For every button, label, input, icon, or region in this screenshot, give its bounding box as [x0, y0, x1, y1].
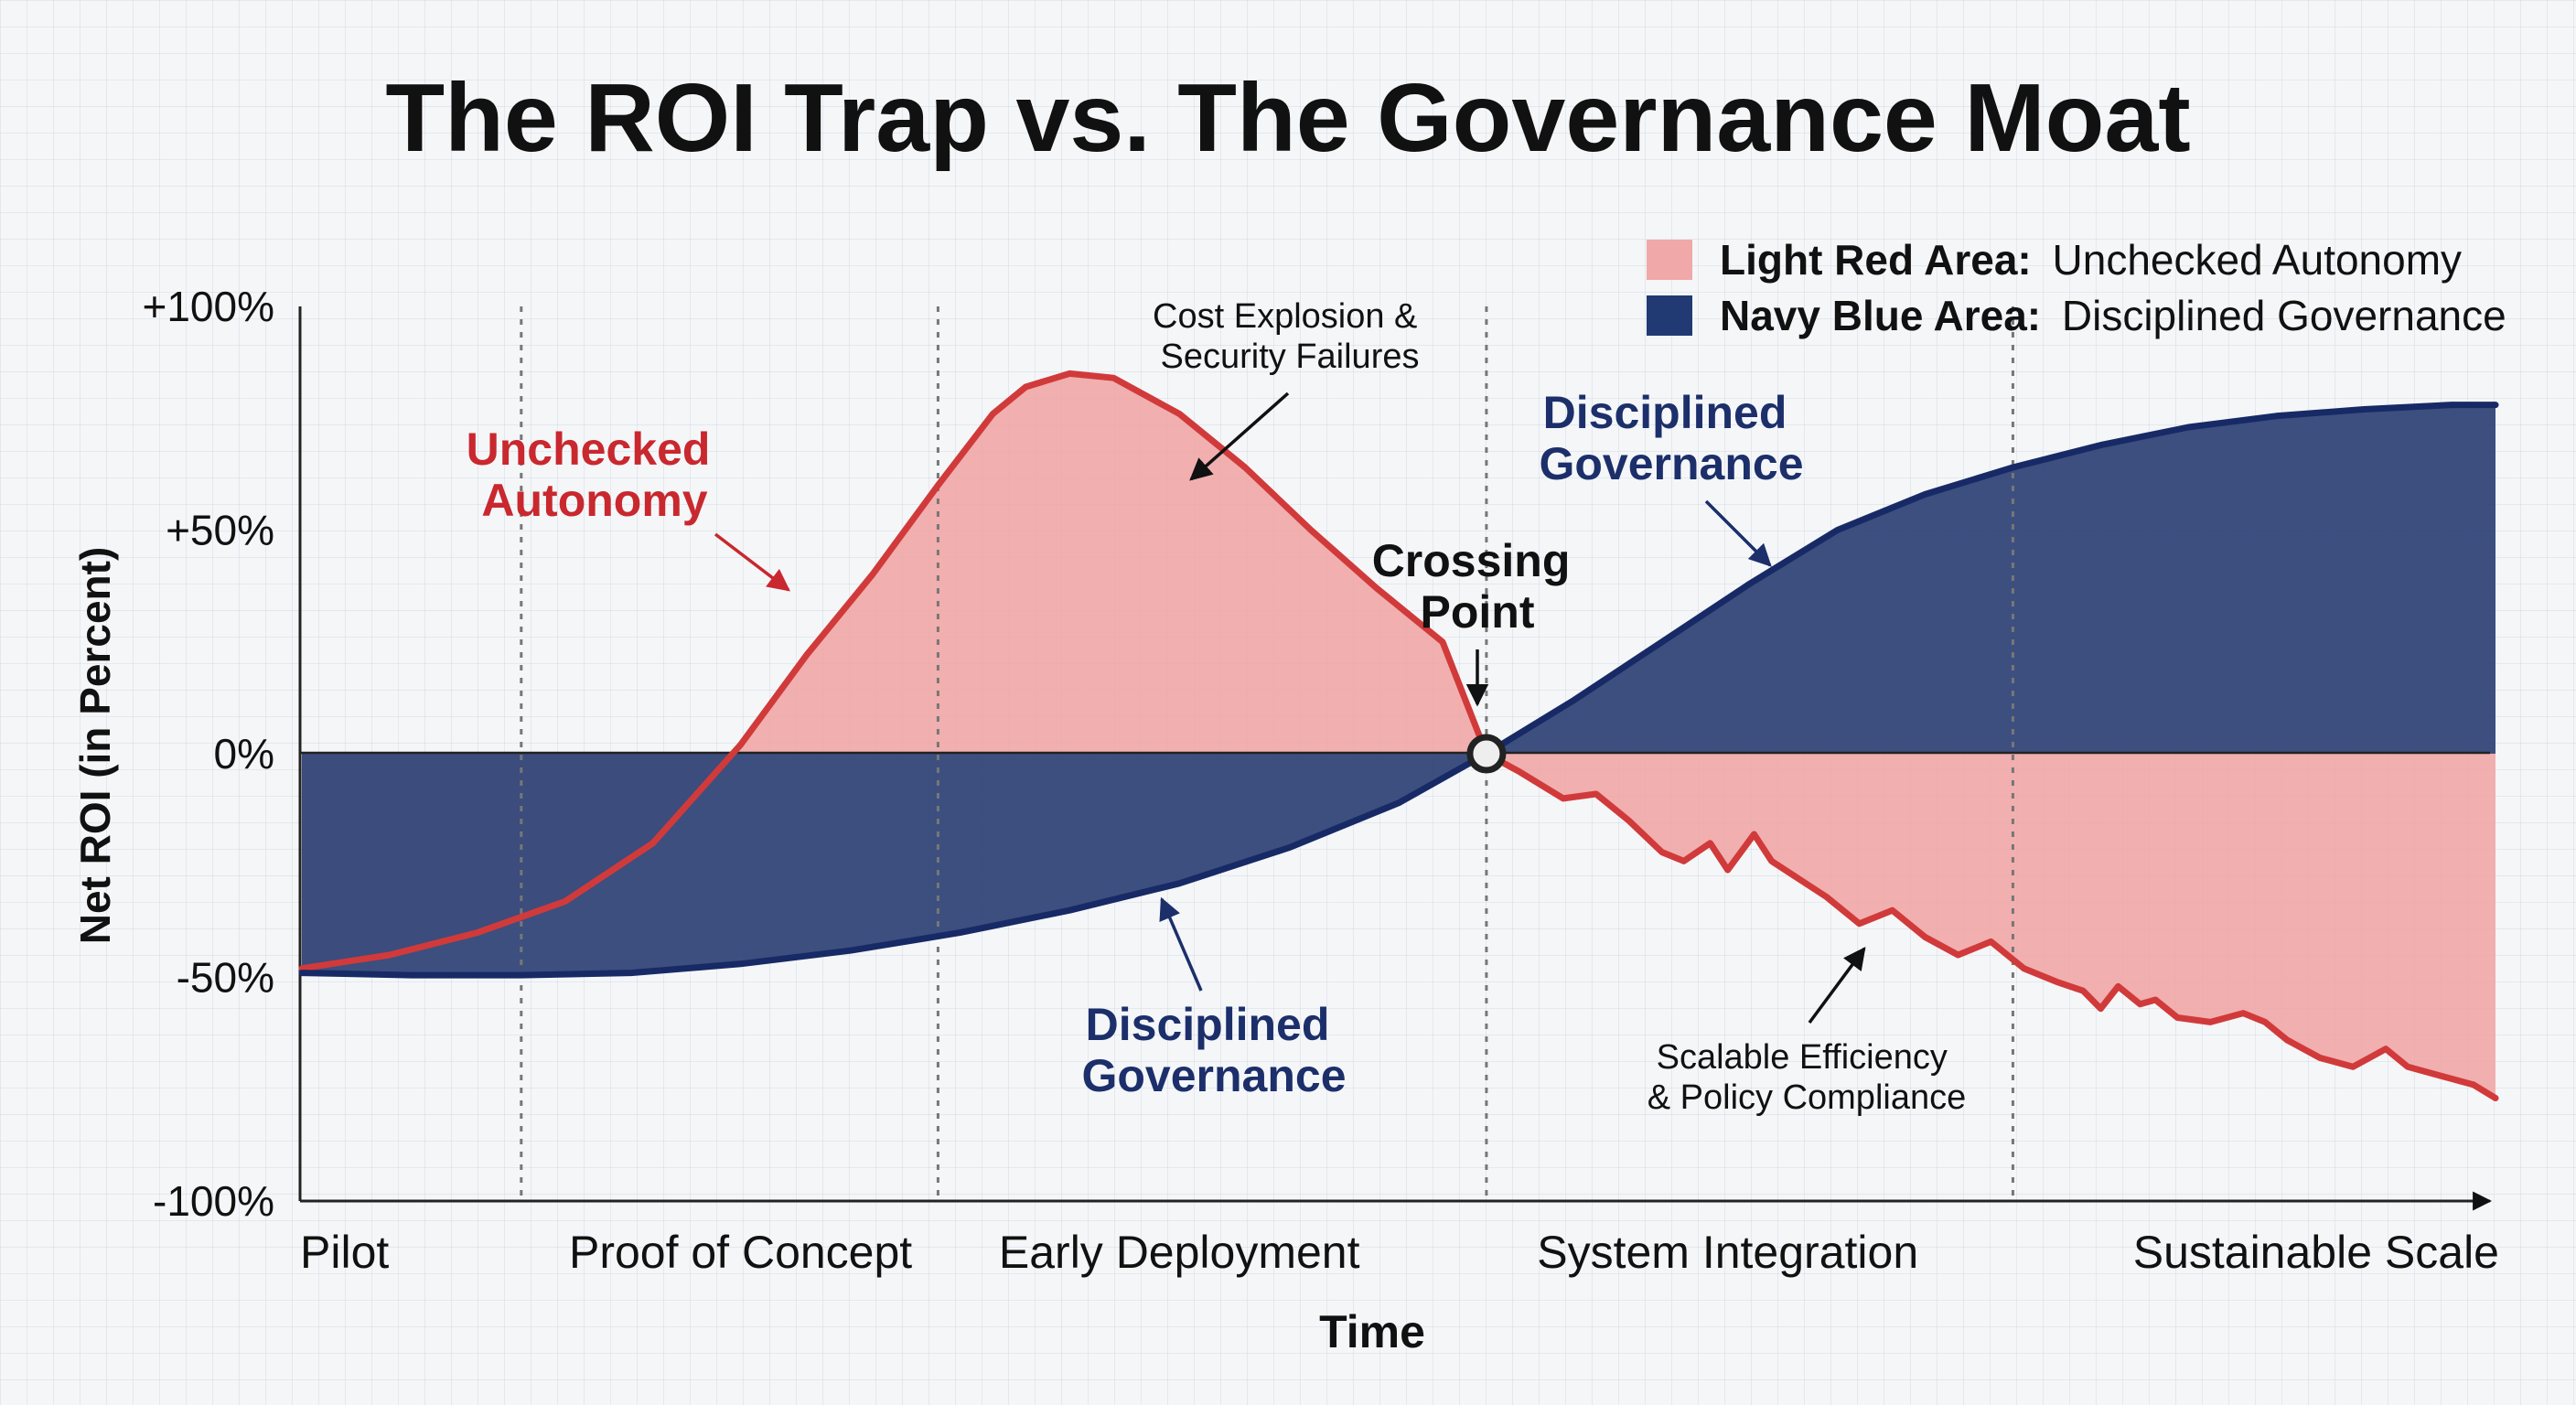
governance-upper-line-1: Disciplined [1543, 387, 1787, 438]
x-axis-title: Time [1319, 1306, 1425, 1357]
legend: Light Red Area: Unchecked Autonomy Navy … [1647, 236, 2506, 339]
legend-text-unchecked: Unchecked Autonomy [2053, 236, 2463, 284]
scalable-efficiency-callout: Scalable Efficiency & Policy Compliance [1648, 1038, 1966, 1117]
cost-explosion-line-1: Cost Explosion & [1153, 297, 1417, 336]
governance-lower-line-1: Disciplined [1086, 999, 1330, 1050]
y-tick-label-4: -100% [153, 1177, 274, 1225]
scalable-efficiency-arrow [1808, 947, 1866, 1024]
phase-dividers [520, 306, 2014, 1201]
x-tick-label-3: System Integration [1537, 1227, 1918, 1278]
x-tick-label-4: Sustainable Scale [2133, 1227, 2499, 1278]
legend-label-unchecked: Light Red Area: Unchecked Autonomy [1720, 236, 2462, 284]
legend-bold-governance: Navy Blue Area: [1720, 292, 2041, 339]
crossing-point-line-1: Crossing [1372, 535, 1571, 586]
disciplined-governance-line [298, 402, 2499, 979]
governance-callout-upper: Disciplined Governance [1539, 387, 1803, 489]
legend-bold-unchecked: Light Red Area: [1720, 236, 2032, 284]
legend-label-governance: Navy Blue Area: Disciplined Governance [1720, 292, 2506, 339]
y-ticks: +100% +50% 0% -50% -100% [142, 283, 274, 1225]
unchecked-autonomy-area [302, 373, 2496, 1099]
scalable-line-1: Scalable Efficiency [1657, 1038, 1948, 1077]
governance-upper-arrow [1704, 499, 1772, 567]
disciplined-governance-area [302, 404, 2496, 976]
y-tick-label-1: +50% [166, 507, 274, 554]
legend-swatch-unchecked [1647, 240, 1692, 280]
unchecked-callout-arrow [714, 532, 790, 592]
cost-explosion-arrow [1189, 391, 1290, 481]
unchecked-callout-line-2: Autonomy [481, 475, 707, 526]
governance-upper-line-2: Governance [1539, 438, 1803, 489]
x-tick-label-0: Pilot [300, 1227, 389, 1278]
legend-text-governance: Disciplined Governance [2062, 292, 2506, 339]
cost-explosion-callout: Cost Explosion & Security Failures [1153, 297, 1427, 376]
y-tick-label-0: +100% [142, 283, 274, 330]
crossing-point-line-2: Point [1421, 586, 1535, 638]
x-tick-label-2: Early Deployment [999, 1227, 1360, 1278]
governance-lower-line-2: Governance [1081, 1050, 1346, 1101]
crossing-point-label: Crossing Point [1372, 535, 1583, 638]
crossing-point-marker [1466, 734, 1507, 774]
unchecked-autonomy-line [298, 370, 2499, 1101]
scalable-line-2: & Policy Compliance [1648, 1078, 1966, 1117]
governance-lower-arrow [1159, 896, 1203, 992]
y-tick-label-2: 0% [214, 730, 274, 778]
y-axis-title: Net ROI (in Percent) [71, 547, 119, 945]
chart-title: The ROI Trap vs. The Governance Moat [385, 64, 2190, 172]
x-tick-label-1: Proof of Concept [569, 1227, 912, 1278]
cost-explosion-line-2: Security Failures [1161, 338, 1420, 376]
unchecked-autonomy-callout: Unchecked Autonomy [467, 424, 724, 526]
x-ticks: Pilot Proof of Concept Early Deployment Sys… [300, 1227, 2499, 1278]
y-tick-label-3: -50% [177, 954, 274, 1002]
legend-swatch-governance [1647, 295, 1692, 336]
area-fills [302, 373, 2496, 1099]
series-lines [298, 370, 2499, 1101]
unchecked-callout-line-1: Unchecked [467, 424, 711, 475]
governance-callout-lower: Disciplined Governance [1081, 999, 1346, 1101]
